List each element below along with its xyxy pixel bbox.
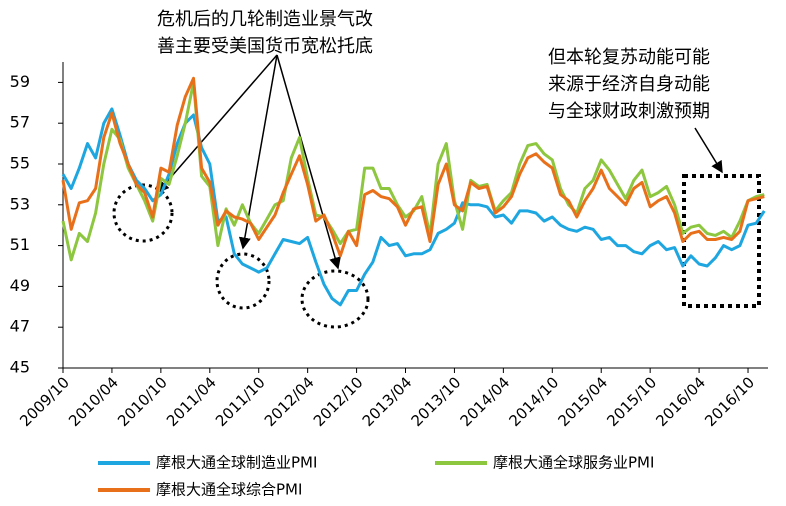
x-tick-label: 2016/04 xyxy=(652,373,709,430)
legend-label: 摩根大通全球制造业PMI xyxy=(156,454,317,472)
y-tick-label: 47 xyxy=(10,317,30,336)
x-tick-label: 2014/04 xyxy=(457,373,514,430)
series-line xyxy=(61,107,766,307)
x-tick-label: 2016/10 xyxy=(701,373,758,430)
y-tick-label: 57 xyxy=(10,113,30,132)
x-tick-label: 2010/10 xyxy=(114,373,171,430)
x-tick-label: 2011/04 xyxy=(163,373,220,430)
y-tick-label: 59 xyxy=(10,72,30,91)
x-tick-label: 2011/10 xyxy=(212,373,269,430)
legend-label: 摩根大通全球服务业PMI xyxy=(493,454,654,472)
series-line xyxy=(61,76,765,258)
annotation: 来源于经济自身动能 xyxy=(548,74,710,95)
annotation: 善主要受美国货币宽松托底 xyxy=(157,36,373,57)
x-tick-label: 2013/10 xyxy=(408,373,465,430)
y-tick-label: 45 xyxy=(10,358,30,377)
annotation: 但本轮复苏动能可能 xyxy=(548,47,710,68)
annotation: 与全球财政刺激预期 xyxy=(548,101,710,122)
annotation: 危机后的几轮制造业景气改 xyxy=(157,9,373,30)
x-tick-label: 2012/10 xyxy=(310,373,367,430)
x-tick-label: 2010/04 xyxy=(65,373,122,430)
y-tick-label: 53 xyxy=(10,194,30,213)
y-tick-label: 55 xyxy=(10,154,30,173)
legend-label: 摩根大通全球综合PMI xyxy=(156,481,302,499)
y-tick-label: 49 xyxy=(10,276,30,295)
x-tick-label: 2014/10 xyxy=(506,373,563,430)
x-tick-label: 2015/04 xyxy=(554,373,611,430)
y-tick-label: 51 xyxy=(10,235,30,254)
x-tick-label: 2012/04 xyxy=(261,373,318,430)
x-tick-label: 2013/04 xyxy=(359,373,416,430)
x-tick-label: 2015/10 xyxy=(603,373,660,430)
x-tick-label: 2009/10 xyxy=(16,373,73,430)
